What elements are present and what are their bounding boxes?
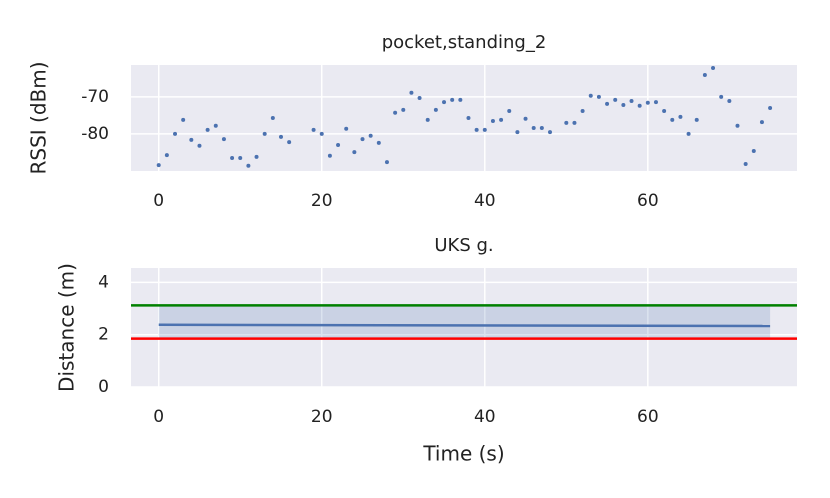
data-point	[564, 120, 569, 125]
data-point	[393, 110, 398, 115]
x-tick-label: 20	[311, 191, 333, 211]
data-point	[278, 134, 283, 139]
data-point	[507, 108, 512, 113]
y-axis-label: Distance (m)	[55, 263, 79, 392]
data-point	[319, 131, 324, 136]
data-point	[490, 118, 495, 123]
x-tick-label: 0	[153, 191, 164, 211]
data-point	[548, 130, 553, 135]
plot-area	[131, 65, 797, 171]
data-point	[287, 140, 292, 145]
data-point	[653, 100, 658, 105]
data-point	[670, 117, 675, 122]
data-point	[572, 120, 577, 125]
band	[158, 305, 771, 339]
data-point	[588, 93, 593, 98]
data-point	[205, 127, 210, 132]
data-point	[645, 100, 650, 105]
data-point	[352, 150, 357, 155]
x-tick-label: 0	[153, 407, 164, 427]
data-point	[759, 120, 764, 125]
y-tick-label: 4	[98, 272, 109, 292]
data-point	[751, 148, 756, 153]
data-point	[336, 143, 341, 148]
data-point	[433, 107, 438, 112]
data-point	[189, 137, 194, 142]
data-point	[596, 94, 601, 99]
data-point	[270, 116, 275, 120]
data-point	[694, 117, 699, 122]
data-point	[401, 107, 406, 112]
data-point	[213, 123, 218, 128]
y-tick-label: -70	[81, 87, 109, 107]
data-point	[686, 131, 691, 136]
data-point	[344, 126, 349, 131]
data-point	[450, 97, 455, 102]
x-tick-label: 40	[474, 191, 496, 211]
data-point	[531, 126, 536, 131]
data-point	[482, 127, 487, 132]
data-point	[711, 65, 716, 70]
data-point	[621, 103, 626, 108]
subplot-title: pocket,standing_2	[382, 32, 547, 53]
data-point	[678, 114, 683, 119]
data-point	[246, 163, 251, 168]
y-axis-label: RSSI (dBm)	[27, 61, 51, 174]
data-point	[417, 95, 422, 100]
data-point	[311, 127, 316, 132]
data-point	[702, 73, 707, 78]
data-point	[466, 116, 471, 120]
data-point	[515, 130, 520, 135]
data-point	[254, 154, 259, 159]
data-point	[580, 108, 585, 113]
data-point	[743, 161, 748, 166]
subplot-title: UKS g.	[434, 235, 493, 256]
data-point	[425, 117, 430, 122]
data-line	[158, 323, 771, 328]
data-point	[719, 94, 724, 99]
x-tick-label: 60	[637, 191, 659, 211]
data-point	[727, 98, 732, 103]
data-point	[442, 100, 447, 105]
data-point	[474, 127, 479, 132]
data-point	[262, 131, 267, 136]
data-point	[499, 117, 504, 122]
data-point	[605, 101, 610, 106]
data-point	[327, 153, 332, 158]
x-tick-label: 40	[474, 407, 496, 427]
data-point	[156, 163, 161, 168]
y-tick-label: 2	[98, 325, 109, 345]
data-point	[360, 137, 365, 142]
data-point	[539, 126, 544, 131]
data-point	[458, 97, 463, 102]
data-point	[368, 133, 373, 138]
x-axis-label: Time (s)	[422, 442, 504, 466]
x-tick-label: 20	[311, 407, 333, 427]
data-point	[613, 97, 618, 102]
data-point	[164, 153, 169, 158]
data-point	[735, 123, 740, 128]
data-point	[238, 156, 243, 161]
data-point	[221, 137, 226, 142]
data-point	[409, 90, 414, 95]
x-tick-label: 60	[637, 407, 659, 427]
data-point	[197, 143, 202, 148]
data-point	[662, 108, 667, 113]
y-tick-label: 0	[98, 377, 109, 397]
data-point	[637, 103, 642, 108]
data-point	[629, 98, 634, 103]
data-point	[384, 160, 389, 165]
data-point	[376, 140, 381, 145]
data-point	[768, 105, 773, 110]
plot-area	[131, 268, 797, 387]
data-point	[230, 156, 235, 161]
data-point	[173, 131, 178, 136]
y-tick-label: -80	[81, 124, 109, 144]
data-point	[181, 117, 186, 122]
data-point	[523, 116, 528, 121]
